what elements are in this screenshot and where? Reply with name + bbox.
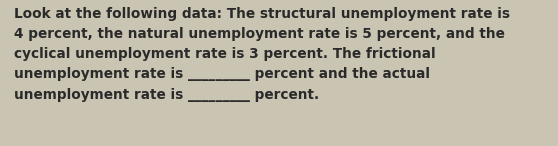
Text: Look at the following data: The structural unemployment rate is
4 percent, the n: Look at the following data: The structur… — [14, 7, 510, 101]
